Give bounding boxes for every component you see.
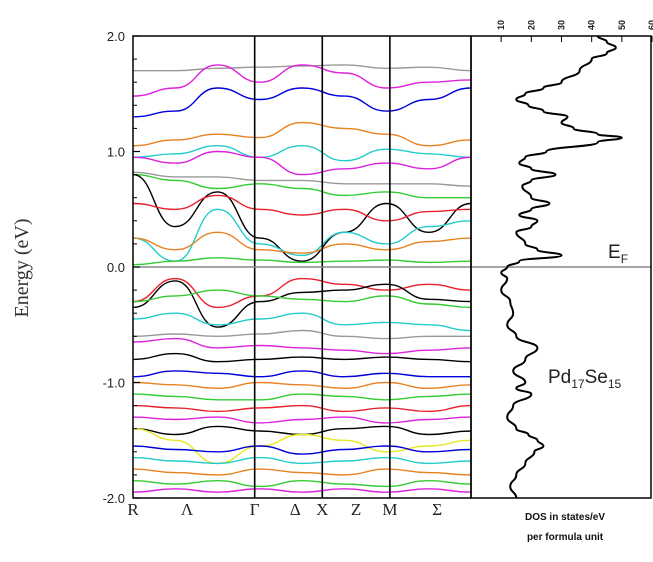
formula-pd-sub: 17	[571, 377, 585, 391]
band-20	[132, 370, 471, 378]
kpoint-label: Δ	[290, 500, 301, 519]
dos-tick-label: 60	[647, 20, 653, 30]
band-11	[132, 231, 472, 254]
y-tick-label: 1.0	[107, 145, 125, 160]
dos-tick-label: 50	[617, 20, 627, 30]
dos-curve	[500, 35, 623, 499]
band-13	[132, 277, 472, 309]
band-1	[132, 64, 472, 97]
dos-axis-label-line1: DOS in states/eV	[525, 512, 605, 523]
kpoint-label: Λ	[181, 500, 194, 519]
band-26	[132, 428, 472, 465]
fermi-label-e: E	[608, 242, 621, 263]
dos-tick-label: 30	[557, 20, 567, 30]
band-14	[132, 280, 472, 328]
kpoint-label: Z	[351, 500, 361, 519]
band-12	[132, 257, 472, 266]
kpoint-label: R	[127, 500, 139, 519]
band-9	[132, 194, 472, 222]
band-27	[132, 445, 472, 455]
kpoint-label: M	[382, 500, 397, 519]
dos-tick-label: 40	[587, 20, 597, 30]
band-10	[132, 208, 472, 262]
energy-axis-label: Energy (eV)	[11, 218, 33, 317]
band-17	[132, 329, 471, 340]
dos-tick-label: 10	[496, 20, 506, 30]
band-31	[132, 488, 472, 493]
band-lines	[132, 64, 472, 493]
energy-axis-ticks: -2.0 -1.0 0.0 1.0 2.0	[103, 29, 140, 506]
band-24	[132, 416, 472, 424]
band-0	[132, 64, 472, 72]
formula-se: Se	[585, 367, 608, 388]
fermi-label-sub: F	[621, 252, 628, 266]
band-19	[132, 352, 472, 363]
band-18	[132, 337, 472, 355]
band-16	[132, 312, 472, 332]
y-tick-label: 2.0	[107, 29, 125, 44]
band-23	[132, 404, 472, 413]
formula-se-sub: 15	[608, 377, 622, 391]
y-tick-label: -1.0	[103, 376, 125, 391]
band-4	[132, 144, 472, 162]
kpoint-label: X	[316, 500, 328, 519]
dos-axis-label-line2: per formula unit	[527, 532, 604, 543]
band-22	[132, 393, 472, 401]
kpoint-label: Γ	[250, 500, 260, 519]
band-15	[132, 289, 472, 309]
band-2	[132, 87, 472, 118]
band-8	[132, 173, 472, 262]
band-21	[132, 381, 472, 390]
dos-tick-label: 20	[526, 20, 536, 30]
y-tick-label: -2.0	[103, 491, 125, 506]
band-5	[132, 150, 472, 176]
y-tick-label: 0.0	[107, 260, 125, 275]
dos-axis-ticks: 10 20 30 40 50 60	[496, 20, 653, 42]
band-7	[132, 173, 471, 199]
band-6	[132, 171, 472, 187]
band-3	[132, 121, 472, 147]
band-25	[132, 425, 472, 436]
band-28	[132, 456, 472, 465]
kpoint-label: Σ	[432, 500, 442, 519]
formula-pd: Pd	[548, 367, 571, 388]
compound-formula: Pd17Se15	[548, 367, 622, 391]
band-29	[132, 468, 472, 476]
fermi-level-label: EF	[608, 242, 628, 266]
band-30	[132, 479, 472, 488]
